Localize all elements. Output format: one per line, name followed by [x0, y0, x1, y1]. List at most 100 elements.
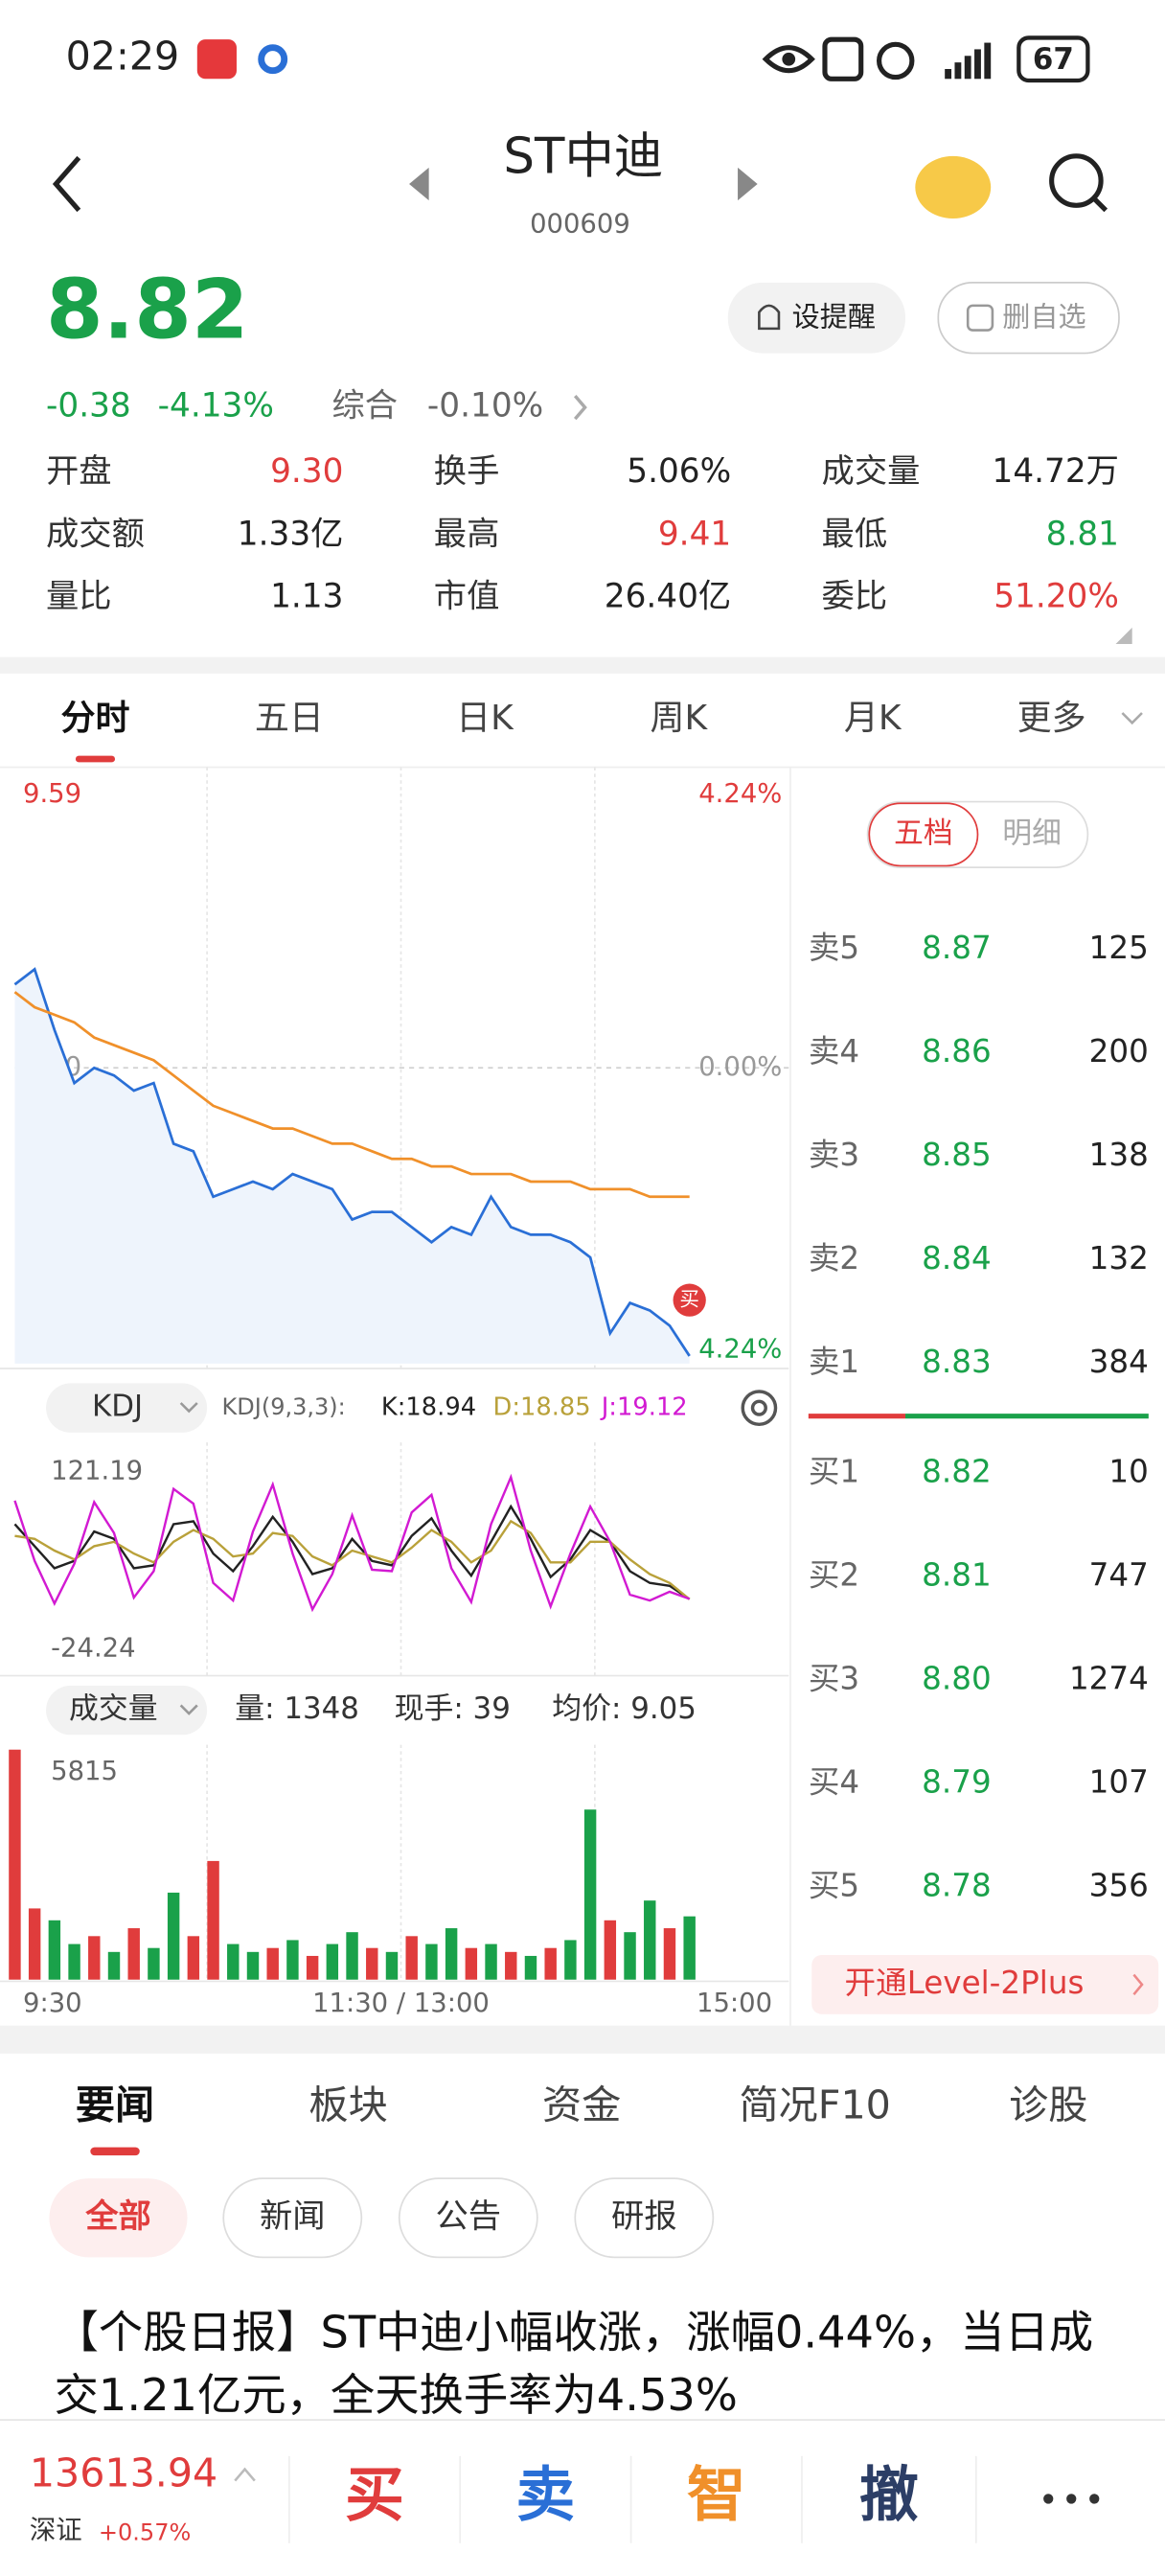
indicator-readout: 现手: 39 [395, 1691, 511, 1726]
settings-icon[interactable] [741, 1390, 778, 1426]
volume-bar [544, 1947, 557, 1980]
more-button[interactable] [1043, 2494, 1054, 2504]
chart-tab[interactable]: 更多 [1017, 699, 1086, 738]
level-label: 卖5 [809, 930, 859, 966]
stat-value: 1.13 [270, 578, 343, 616]
news-tab[interactable]: 诊股 [1009, 2082, 1087, 2128]
action-button[interactable]: 撤 [859, 2461, 919, 2530]
eye-icon [762, 45, 815, 74]
level-label: 卖1 [809, 1344, 859, 1380]
prev-stock[interactable] [409, 167, 429, 201]
volume-bar [564, 1940, 577, 1980]
x-tick-label: 9:30 [23, 1989, 82, 2018]
mascot[interactable] [915, 155, 992, 218]
indicator-selector-bg[interactable] [46, 1383, 208, 1433]
alert-button[interactable]: 设提醒 [792, 301, 876, 334]
more-button[interactable] [1066, 2494, 1077, 2504]
search-icon[interactable] [1049, 153, 1104, 208]
filter-bg[interactable] [49, 2178, 188, 2258]
news-tab[interactable]: 要闻 [76, 2082, 154, 2128]
filter-bg[interactable] [574, 2177, 715, 2259]
toggle-option[interactable]: 五档 [894, 816, 953, 850]
volume-bar [187, 1936, 200, 1980]
news-tab[interactable]: 板块 [308, 2082, 387, 2128]
volume-bar [127, 1928, 140, 1980]
series-line [13, 1473, 691, 1613]
upgrade-arrow [1132, 1973, 1144, 1995]
action-button[interactable]: 买 [345, 2461, 404, 2530]
indicator-selector[interactable]: 成交量 [69, 1691, 158, 1726]
series-line [14, 1519, 691, 1600]
level-price: 8.85 [922, 1137, 992, 1173]
indicator-readout: 量: 1348 [235, 1691, 359, 1726]
price-change-percent: -4.13% [158, 387, 274, 426]
news-headline[interactable]: 【个股日报】ST中迪小幅收涨，涨幅0.44%，当日成交1.21亿元，全天换手率为… [54, 2308, 1094, 2422]
more-button[interactable] [1089, 2494, 1100, 2504]
index-change: +0.57% [99, 2518, 191, 2545]
tab-underline [75, 755, 116, 763]
action-button[interactable]: 智 [687, 2461, 746, 2530]
chart-tab[interactable]: 日K [456, 699, 514, 738]
chart-tab[interactable]: 五日 [255, 699, 324, 738]
news-filter[interactable]: 研报 [611, 2197, 677, 2236]
chart-tab[interactable]: 月K [844, 699, 902, 738]
y-tick-label: -24.24 [51, 1634, 135, 1664]
volume-bar [644, 1900, 656, 1980]
stat-label: 成交量 [822, 452, 921, 491]
bell-icon [758, 304, 781, 331]
level-label: 卖2 [809, 1240, 859, 1276]
indicator-selector-bg[interactable] [46, 1685, 208, 1736]
stat-value: 9.41 [658, 515, 731, 553]
action-button[interactable]: 卖 [516, 2461, 576, 2530]
news-tab[interactable]: 简况F10 [740, 2082, 891, 2128]
indicator-readout: J:19.12 [600, 1393, 688, 1422]
level-volume: 384 [1089, 1344, 1149, 1380]
chart-tab[interactable]: 分时 [60, 699, 129, 738]
filter-bg[interactable] [222, 2177, 363, 2259]
index-arrow [234, 2467, 256, 2482]
remove-button-bg[interactable] [937, 282, 1120, 355]
volume-bar [326, 1944, 339, 1980]
chart-tab[interactable]: 周K [651, 699, 709, 738]
news-tab[interactable]: 资金 [542, 2082, 621, 2128]
y-tick-label: 5815 [51, 1757, 118, 1786]
index-value[interactable]: 13613.94 [30, 2450, 217, 2496]
stat-value: 8.81 [1046, 515, 1119, 553]
stat-label: 量比 [46, 578, 112, 616]
stat-value: 26.40亿 [605, 578, 731, 616]
indicator-selector[interactable]: KDJ [92, 1390, 143, 1424]
index-name: 深证 [30, 2516, 82, 2545]
level-volume: 10 [1108, 1454, 1148, 1490]
more-chevron [1121, 712, 1143, 725]
upgrade-link[interactable]: 开通Level-2Plus [845, 1965, 1085, 2001]
stat-value: 9.30 [270, 452, 343, 491]
x-tick-label: 11:30 / 13:00 [312, 1989, 490, 2018]
next-stock[interactable] [738, 167, 758, 201]
stock-code: 000609 [530, 209, 630, 239]
buy-marker-bg [673, 1283, 706, 1317]
level-label: 买4 [809, 1764, 859, 1801]
stat-label: 委比 [822, 578, 888, 616]
level-price: 8.80 [922, 1661, 992, 1697]
news-filter[interactable]: 全部 [84, 2197, 151, 2236]
news-filter[interactable]: 新闻 [260, 2197, 326, 2236]
signal-bar [945, 69, 952, 80]
news-filter[interactable]: 公告 [436, 2197, 502, 2236]
stat-label: 换手 [434, 452, 500, 491]
toggle-option[interactable]: 明细 [1002, 816, 1062, 850]
level-price: 8.82 [922, 1454, 992, 1490]
back-button[interactable] [52, 155, 81, 213]
upgrade-bg[interactable] [811, 1955, 1159, 2014]
toggle-active [868, 802, 979, 867]
stat-label: 最高 [434, 515, 500, 553]
volume-bar [48, 1920, 61, 1980]
level-volume: 747 [1089, 1557, 1149, 1594]
filter-bg[interactable] [398, 2177, 538, 2259]
alert-button-bg[interactable] [727, 282, 906, 354]
signal-bar [974, 49, 981, 80]
settings-icon [750, 1399, 767, 1416]
volume-bar [505, 1951, 517, 1980]
remove-button[interactable]: 删自选 [1002, 301, 1085, 334]
level-label: 卖3 [809, 1137, 859, 1173]
indicator-readout: K:18.94 [381, 1393, 476, 1422]
